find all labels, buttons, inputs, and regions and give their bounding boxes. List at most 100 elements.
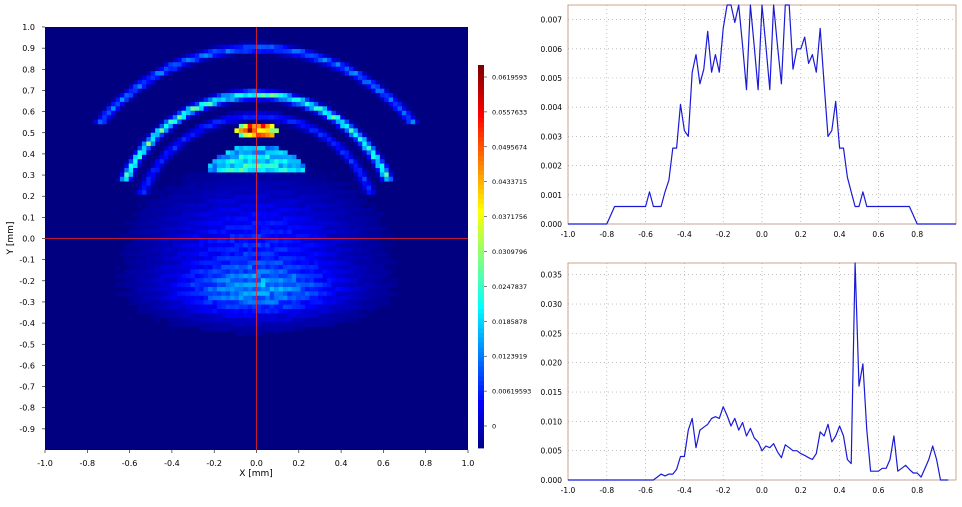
heatmap-cell [274, 44, 279, 50]
heatmap-cell [247, 145, 253, 151]
heatmap-cell [243, 88, 248, 94]
heatmap-cell [265, 295, 271, 301]
heatmap-cell [340, 264, 345, 270]
heatmap-cell [137, 159, 143, 164]
heatmap-cell [230, 176, 235, 182]
heatmap-cell [238, 326, 244, 332]
heatmap-cell [208, 220, 213, 226]
heatmap-cell [146, 185, 152, 191]
heatmap-cell [318, 198, 323, 204]
heatmap-cell [256, 203, 262, 208]
heatmap-cell [344, 132, 350, 138]
heatmap-cell [366, 278, 372, 283]
heatmap-y-tick-label: -0.5 [19, 340, 35, 349]
heatmap-cell [141, 251, 147, 257]
heatmap-cell [379, 84, 385, 89]
heatmap-cell [225, 304, 231, 310]
heatmap-cell [163, 234, 169, 239]
y-tick-label: 0.006 [541, 45, 563, 54]
heatmap-cell [300, 242, 306, 248]
heatmap-cell [186, 106, 191, 112]
heatmap-cell [304, 242, 310, 248]
heatmap-cell [177, 66, 182, 72]
heatmap-cell [304, 278, 310, 283]
heatmap-cell [327, 247, 332, 253]
heatmap-cell [269, 194, 275, 200]
heatmap-cell [247, 128, 253, 134]
heatmap-cell [190, 62, 196, 67]
heatmap-cell [150, 242, 156, 248]
heatmap-cell [252, 269, 257, 275]
heatmap-cell [181, 220, 187, 226]
heatmap-cell [265, 203, 271, 208]
heatmap-cell [247, 159, 253, 164]
heatmap-cell [269, 247, 275, 253]
heatmap-cell [203, 190, 209, 195]
heatmap-cell [274, 190, 279, 195]
heatmap-cell [208, 317, 213, 323]
heatmap-cell [300, 273, 306, 279]
heatmap-cell [256, 286, 262, 292]
heatmap-cell [362, 137, 367, 142]
heatmap-cell [384, 295, 389, 301]
heatmap-cell [265, 282, 271, 288]
heatmap-cell [190, 106, 196, 112]
heatmap-cell [212, 282, 218, 288]
heatmap-cell [318, 247, 323, 253]
series-line [568, 4, 956, 225]
heatmap-cell [287, 93, 293, 98]
heatmap-cell [362, 251, 367, 257]
heatmap-cell [190, 247, 196, 253]
heatmap-cell [133, 79, 138, 85]
heatmap-cell [278, 207, 284, 213]
heatmap-cell [318, 115, 323, 120]
heatmap-cell [340, 216, 345, 222]
heatmap-cell [327, 242, 332, 248]
heatmap-cell [243, 115, 248, 120]
heatmap-cell [119, 168, 125, 173]
heatmap-cell [216, 44, 222, 50]
heatmap-cell [194, 132, 200, 138]
heatmap-cell [313, 295, 319, 301]
heatmap-cell [199, 123, 204, 129]
colorbar-tick-label: 0.0247837 [492, 283, 527, 291]
heatmap-cell [388, 93, 394, 98]
heatmap-cell [349, 154, 354, 160]
heatmap-cell [274, 88, 279, 94]
heatmap-cell [203, 207, 209, 213]
heatmap-cell [243, 317, 248, 323]
heatmap-cell [256, 317, 262, 323]
heatmap-cell [194, 198, 200, 204]
heatmap-cell [97, 110, 103, 116]
heatmap-cell [124, 234, 130, 239]
heatmap-cell [349, 291, 354, 297]
heatmap-cell [216, 176, 222, 182]
heatmap-cell [150, 203, 156, 208]
heatmap-cell [159, 137, 165, 142]
heatmap-cell [256, 194, 262, 200]
heatmap-cell [172, 62, 178, 67]
heatmap-cell [335, 203, 341, 208]
heatmap-cell [128, 282, 134, 288]
heatmap-cell [331, 238, 337, 244]
heatmap-cell [318, 194, 323, 200]
heatmap-cell [194, 291, 200, 297]
heatmap-cell [322, 317, 328, 323]
heatmap-cell [274, 291, 279, 297]
heatmap-cell [238, 247, 244, 253]
heatmap-cell [238, 251, 244, 257]
heatmap-cell [344, 62, 350, 67]
colorbar: 0.06195930.05576330.04956740.04337150.03… [478, 65, 531, 449]
heatmap-cell [168, 185, 174, 191]
heatmap-cell [177, 322, 182, 327]
heatmap-cell [256, 309, 262, 314]
heatmap-cell [313, 313, 319, 319]
heatmap-cell [194, 300, 200, 305]
heatmap-cell [115, 291, 121, 297]
heatmap-cell [313, 247, 319, 253]
heatmap-cell [203, 185, 209, 191]
heatmap-cell [186, 53, 191, 59]
heatmap-cell [287, 322, 293, 327]
heatmap-cell [230, 49, 235, 54]
heatmap-cell [357, 300, 363, 305]
